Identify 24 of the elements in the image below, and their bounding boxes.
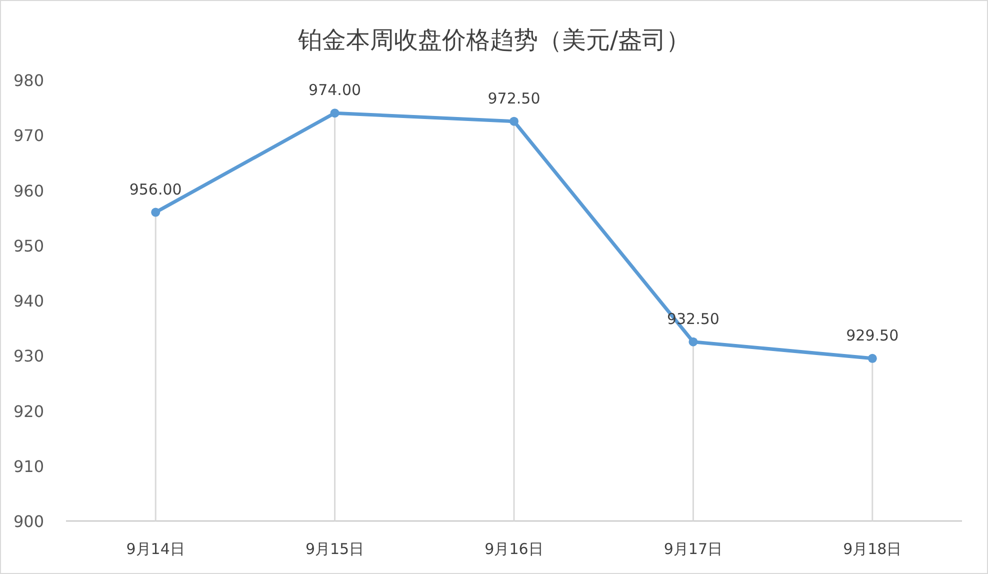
- point: [151, 208, 160, 217]
- x-tick-label: 9月15日: [305, 540, 364, 558]
- y-tick-label: 920: [13, 402, 44, 421]
- y-tick-label: 940: [13, 292, 44, 310]
- y-tick-label: 970: [13, 126, 44, 146]
- y-tick-label: 900: [13, 512, 44, 531]
- point: [688, 337, 698, 346]
- x-tick-label: 9月17日: [664, 540, 723, 558]
- data-label: 972.50: [488, 89, 540, 108]
- x-tick-label: 9月16日: [484, 540, 544, 558]
- data-label: 974.00: [308, 81, 362, 100]
- x-tick-label: 9月14日: [126, 540, 185, 558]
- y-tick-label: 910: [13, 456, 44, 476]
- x-tick-label: 9月18日: [843, 540, 902, 558]
- y-tick-label: 950: [13, 236, 44, 256]
- point: [330, 108, 340, 118]
- y-tick-label: 980: [13, 71, 44, 90]
- point: [510, 116, 518, 126]
- y-tick-label: 960: [13, 181, 44, 200]
- data-label: 929.50: [846, 326, 899, 344]
- point: [868, 354, 877, 363]
- y-tick-label: 930: [13, 346, 44, 366]
- data-label: 956.00: [129, 180, 182, 198]
- chart-title: 铂金本周收盘价格趋势（美元/盎司）: [296, 26, 690, 54]
